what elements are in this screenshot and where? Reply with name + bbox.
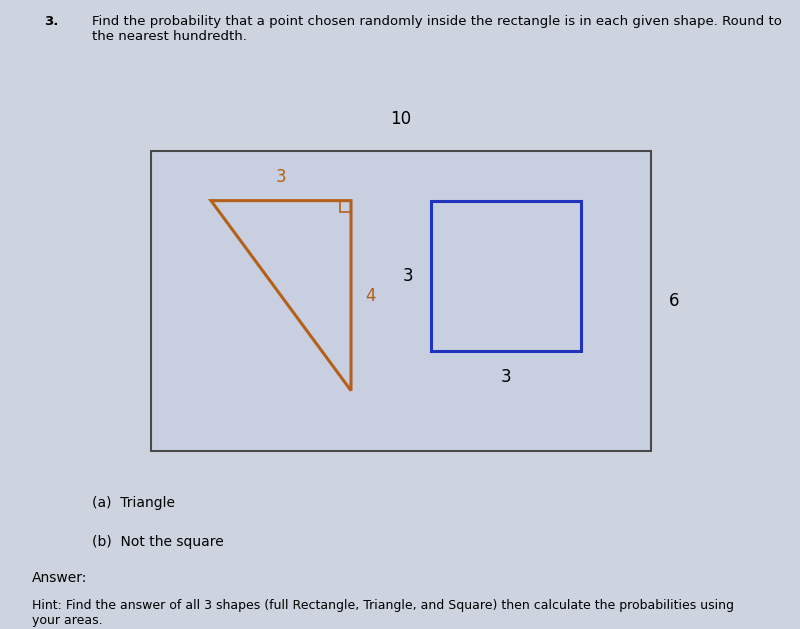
Text: (b)  Not the square: (b) Not the square — [92, 535, 224, 549]
Bar — [151, 150, 651, 450]
Text: Hint: Find the answer of all 3 shapes (full Rectangle, Triangle, and Square) the: Hint: Find the answer of all 3 shapes (f… — [32, 599, 734, 626]
Text: Answer:: Answer: — [32, 571, 87, 585]
Text: (a)  Triangle: (a) Triangle — [92, 496, 175, 510]
Text: Find the probability that a point chosen randomly inside the rectangle is in eac: Find the probability that a point chosen… — [92, 15, 782, 43]
Text: 3.: 3. — [44, 15, 58, 28]
Text: 3: 3 — [276, 168, 286, 186]
Text: 6: 6 — [669, 292, 679, 309]
Text: 3: 3 — [403, 267, 414, 285]
Bar — [431, 201, 581, 350]
Text: 3: 3 — [501, 368, 511, 386]
Text: 4: 4 — [365, 287, 375, 304]
Text: 10: 10 — [390, 110, 411, 128]
